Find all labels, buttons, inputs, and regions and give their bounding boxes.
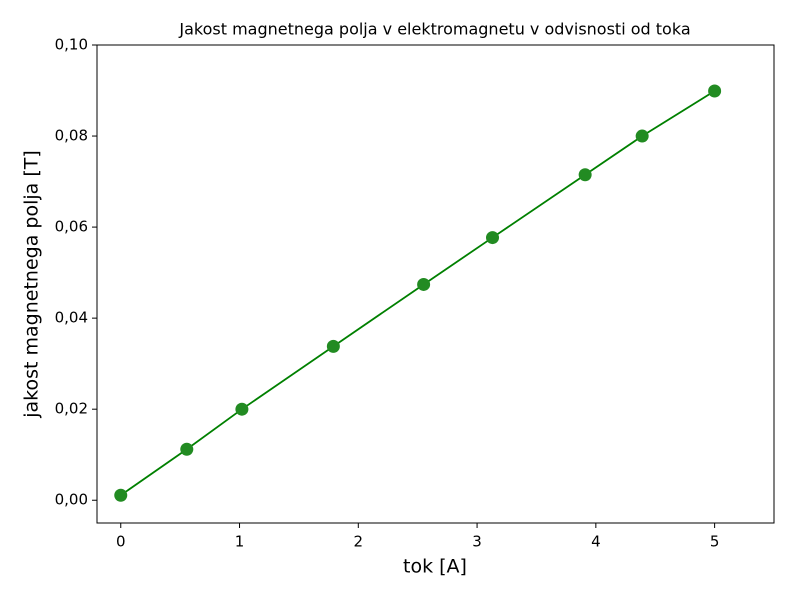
x-tick-label: 4 xyxy=(591,533,601,551)
y-tick-label: 0,02 xyxy=(55,400,88,418)
y-tick-label: 0,06 xyxy=(55,218,88,236)
series-line xyxy=(120,90,716,496)
data-point xyxy=(114,488,128,502)
plot-frame xyxy=(96,44,775,524)
data-point xyxy=(180,442,194,456)
y-tick-label: 0,04 xyxy=(55,309,88,327)
chart-title: Jakost magnetnega polja v elektromagnetu… xyxy=(178,20,690,39)
x-tick-label: 1 xyxy=(235,533,245,551)
data-point xyxy=(486,231,500,245)
y-tick-label: 0,08 xyxy=(55,127,88,145)
data-point xyxy=(635,129,649,143)
data-point xyxy=(578,168,592,182)
x-tick-label: 0 xyxy=(116,533,126,551)
x-tick-label: 2 xyxy=(354,533,364,551)
data-point xyxy=(326,339,340,353)
data-point xyxy=(708,84,722,98)
y-axis-label: jakost magnetnega polja [T] xyxy=(21,150,43,418)
y-tick-label: 0,00 xyxy=(55,491,88,509)
x-axis-label: tok [A] xyxy=(403,556,467,578)
x-tick-label: 3 xyxy=(472,533,482,551)
y-tick-label: 0,10 xyxy=(55,36,88,54)
data-point xyxy=(417,277,431,291)
x-tick-label: 5 xyxy=(710,533,720,551)
data-point xyxy=(235,402,249,416)
